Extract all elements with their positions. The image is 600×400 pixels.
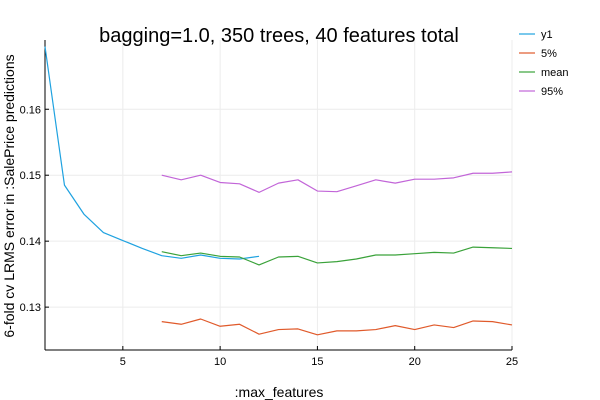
legend-label: mean: [541, 67, 569, 79]
series-line-2: [161, 246, 513, 266]
legend: y1 5% mean 95%: [519, 29, 569, 98]
legend-label: 95%: [541, 86, 563, 98]
chart-title: bagging=1.0, 350 trees, 40 features tota…: [99, 25, 459, 47]
y-tick-label: 0.16: [20, 104, 41, 116]
x-tick-label: 5: [120, 356, 126, 368]
y-axis-label: 6-fold cv LRMS error in :SalePrice predi…: [1, 54, 17, 337]
x-tick-label: 10: [214, 356, 226, 368]
x-axis-label: :max_features: [235, 384, 324, 400]
series-line-1: [161, 318, 513, 336]
y-tick-label: 0.13: [20, 302, 41, 314]
series-lines: [44, 46, 513, 336]
legend-label: y1: [541, 29, 553, 41]
y-tick-label: 0.15: [20, 170, 41, 182]
y-tick-label: 0.14: [20, 236, 41, 248]
legend-label: 5%: [541, 48, 557, 60]
series-line-3: [161, 171, 513, 193]
x-tick-label: 20: [409, 356, 421, 368]
x-tick-label: 25: [506, 356, 518, 368]
axes: [44, 40, 512, 351]
grid: [45, 40, 513, 350]
series-line-0: [44, 46, 260, 260]
x-tick-label: 15: [311, 356, 323, 368]
tick-labels: 5 10 15 20 25 0.13 0.14 0.15 0.16: [20, 104, 519, 368]
